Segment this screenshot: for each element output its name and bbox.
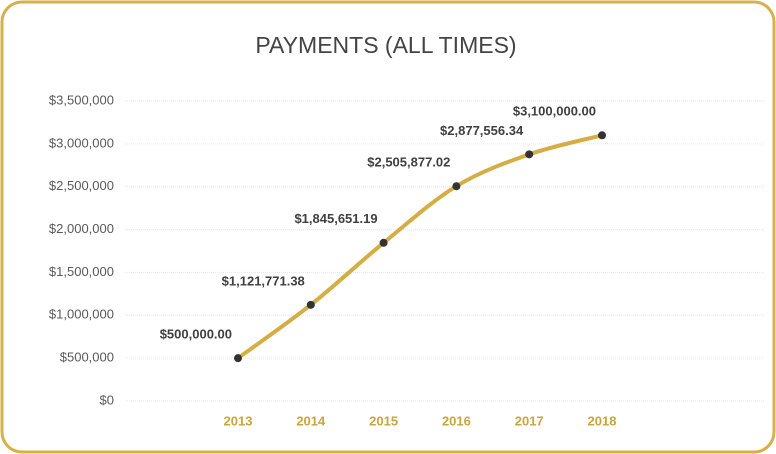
- data-label: $3,100,000.00: [513, 104, 596, 119]
- marker: [306, 300, 315, 309]
- x-tick-label: 2016: [442, 413, 471, 428]
- y-tick-label: $2,000,000: [49, 221, 114, 236]
- y-tick-label: $1,500,000: [49, 264, 114, 279]
- x-tick-label: 2017: [515, 413, 544, 428]
- chart-title: PAYMENTS (ALL TIMES): [255, 32, 516, 58]
- y-tick-label: $2,500,000: [49, 178, 114, 193]
- data-label: $1,845,651.19: [294, 211, 377, 226]
- y-tick-label: $3,000,000: [49, 135, 114, 150]
- y-tick-label: $500,000: [60, 350, 114, 365]
- data-label: $2,505,877.02: [367, 155, 450, 170]
- data-label: $1,121,771.38: [222, 273, 305, 288]
- x-tick-label: 2018: [588, 413, 617, 428]
- marker: [379, 238, 388, 247]
- data-label: $500,000.00: [160, 327, 232, 342]
- x-tick-label: 2013: [224, 413, 253, 428]
- y-tick-label: $3,500,000: [49, 92, 114, 107]
- marker: [452, 182, 461, 191]
- x-tick-label: 2014: [296, 413, 326, 428]
- y-tick-label: $0: [100, 392, 114, 407]
- y-tick-label: $1,000,000: [49, 307, 114, 322]
- data-label: $2,877,556.34: [440, 123, 524, 138]
- marker: [234, 354, 242, 363]
- marker: [525, 150, 534, 159]
- marker: [598, 131, 606, 140]
- x-tick-label: 2015: [369, 413, 398, 428]
